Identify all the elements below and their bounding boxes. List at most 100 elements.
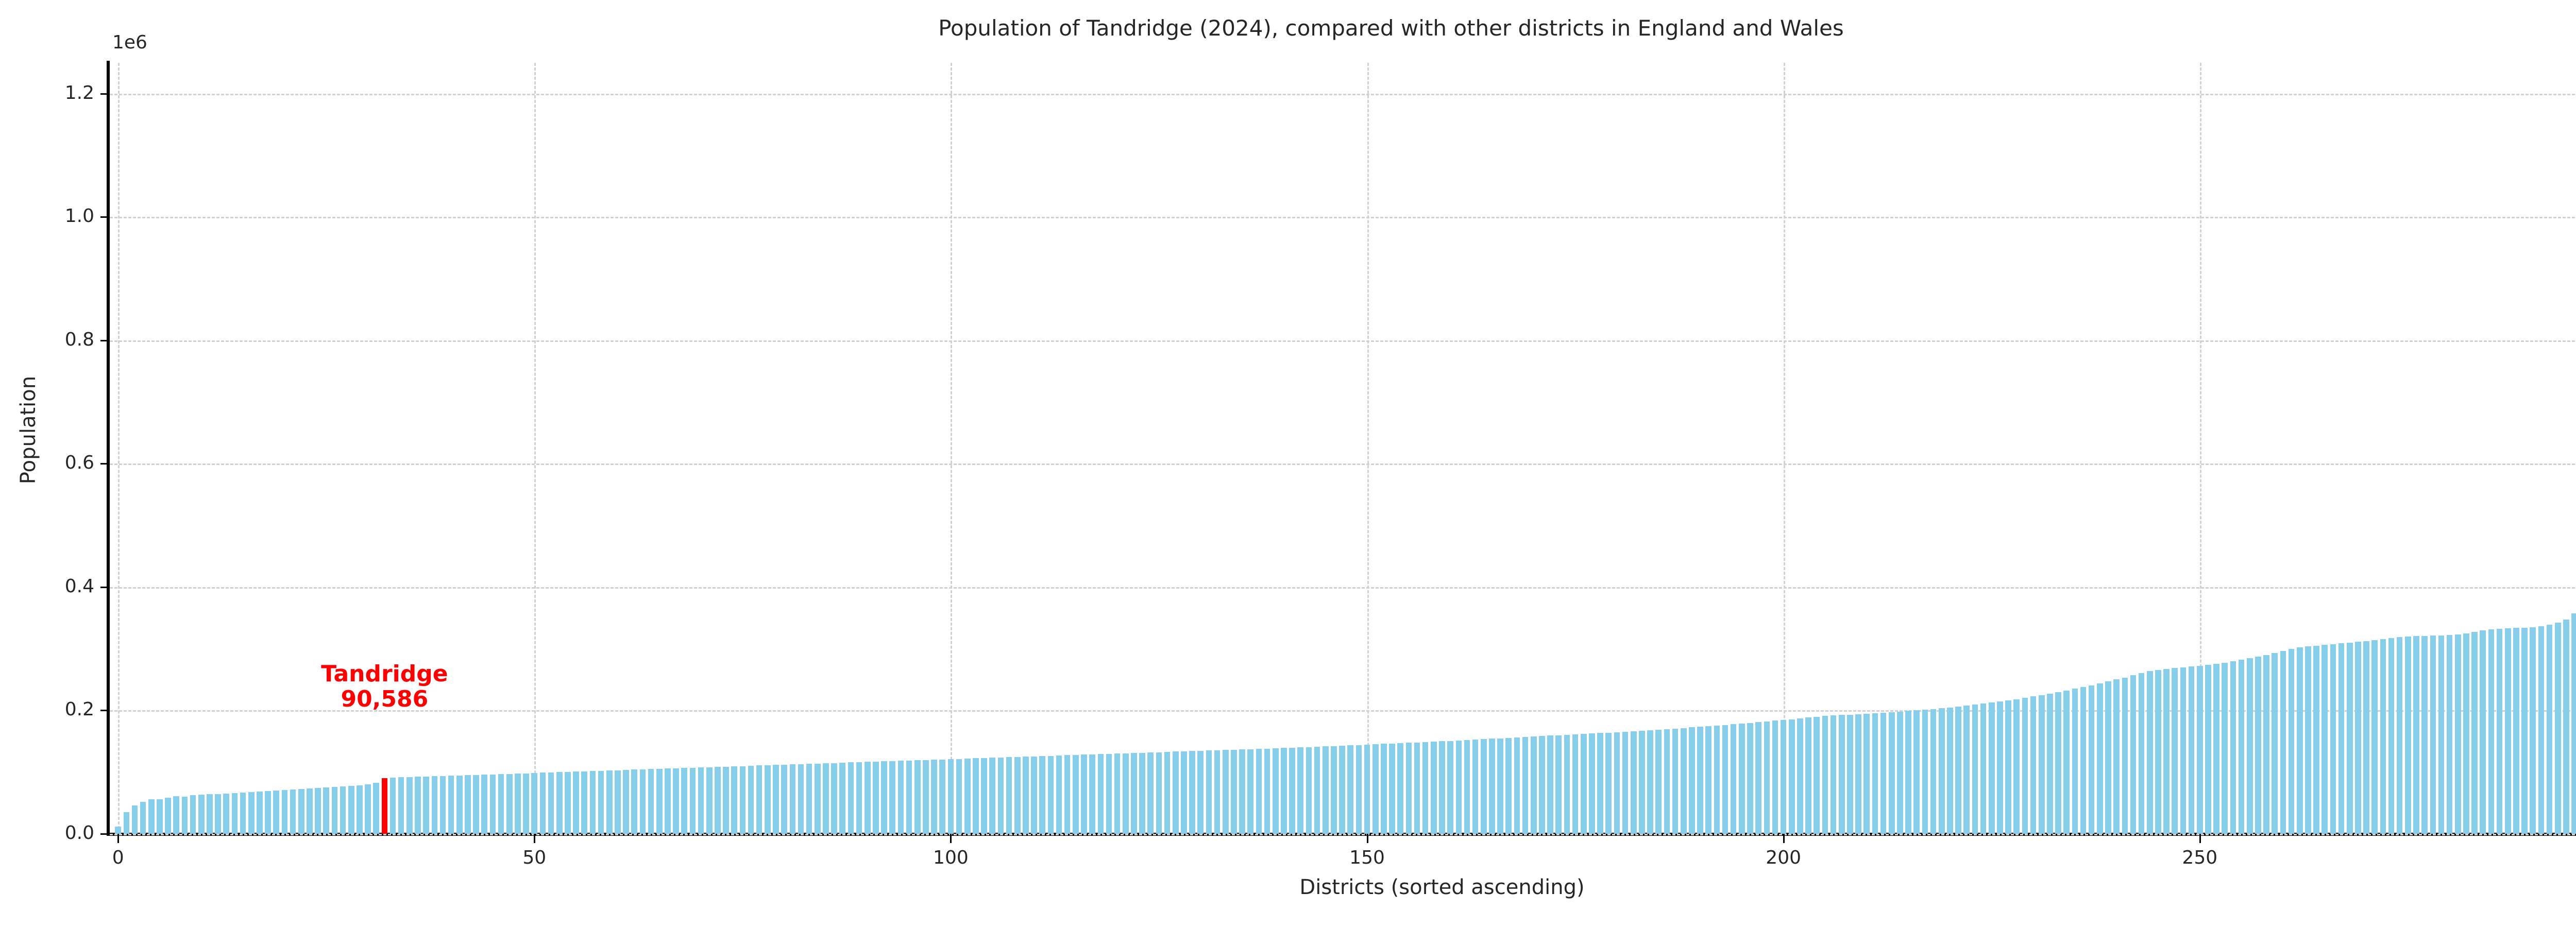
bar [1714, 725, 1720, 834]
bar [1014, 757, 1021, 834]
bar [273, 791, 280, 834]
bar [1730, 724, 1737, 834]
bar [2255, 657, 2261, 834]
bar [215, 794, 221, 834]
bar [2463, 633, 2469, 834]
bar [2488, 629, 2495, 834]
gridline-horizontal [110, 93, 2576, 95]
bar [681, 768, 688, 834]
bar [931, 760, 937, 834]
bar [1389, 743, 1395, 834]
bar [2080, 687, 2087, 834]
y-axis-offset-label: 1e6 [112, 32, 147, 53]
bar [1272, 748, 1279, 834]
bar [223, 793, 230, 834]
bar [323, 787, 330, 834]
bar [556, 772, 563, 834]
bar [973, 758, 979, 834]
y-tick-label: 1.0 [64, 205, 94, 227]
bar [2072, 689, 2078, 834]
bar [1722, 725, 1728, 834]
bar [656, 768, 663, 834]
bar [839, 763, 846, 834]
bar [1905, 711, 1911, 834]
bar [1630, 731, 1637, 834]
bar [1056, 756, 1062, 834]
bar [1797, 718, 1803, 834]
bar [923, 760, 929, 834]
bar [148, 799, 155, 834]
bar [598, 770, 604, 834]
bar [2063, 690, 2070, 834]
bar [1772, 720, 1778, 834]
bar [1555, 735, 1562, 834]
bar [706, 767, 713, 834]
bar [2280, 650, 2286, 834]
bar [181, 797, 188, 834]
bar [1439, 741, 1445, 834]
bar [2246, 658, 2253, 834]
bar [2263, 655, 2269, 834]
bar [2172, 667, 2178, 834]
gridline-vertical [2199, 63, 2201, 834]
horizontal-gridlines [110, 63, 2576, 835]
gridline-vertical [951, 63, 953, 834]
bar [1297, 747, 1304, 834]
bar [2380, 639, 2386, 834]
bar [964, 758, 971, 834]
bar [1256, 749, 1262, 834]
bar [340, 786, 346, 834]
bar [2438, 635, 2445, 834]
y-tick-mark [100, 216, 110, 218]
bar [623, 770, 629, 834]
y-tick-mark [100, 833, 110, 835]
tandridge-annotation: Tandridge 90,586 [230, 661, 539, 712]
bar [1697, 727, 1703, 834]
bar [1331, 746, 1337, 834]
bar [2213, 663, 2219, 834]
chart-title: Population of Tandridge (2024), compared… [938, 15, 1844, 41]
bar [157, 799, 163, 834]
bar [1123, 753, 1129, 834]
gridline-horizontal [110, 464, 2576, 466]
bar [140, 801, 146, 834]
bar [789, 764, 796, 834]
bar [1689, 727, 1695, 834]
bar [889, 761, 896, 834]
bar [1339, 745, 1345, 834]
bar [1472, 740, 1479, 834]
gridline-horizontal [110, 340, 2576, 342]
bar [1422, 742, 1429, 834]
bar [473, 775, 479, 834]
bar [1597, 733, 1603, 834]
bar [631, 769, 638, 834]
plot-area [110, 63, 2576, 835]
bar [2413, 636, 2419, 834]
bar [1938, 708, 1945, 834]
bar [1355, 745, 1362, 834]
bar [190, 795, 196, 834]
bar [1972, 705, 1978, 834]
bar [2296, 647, 2303, 834]
tandridge-annotation-name: Tandridge [321, 660, 448, 687]
bar [2138, 673, 2145, 834]
x-tick-mark [2199, 834, 2201, 843]
bar [2538, 626, 2545, 834]
bar [406, 777, 413, 834]
bar [565, 771, 571, 834]
bar [665, 768, 671, 834]
bar [2446, 635, 2453, 834]
bar [956, 759, 962, 834]
bar [2005, 700, 2011, 834]
gridline-horizontal [110, 217, 2576, 219]
bar [1247, 749, 1254, 834]
bar [1855, 714, 1861, 834]
x-tick-mark [1783, 834, 1785, 843]
bar [1955, 706, 1961, 834]
bar [1431, 742, 1437, 834]
bar [123, 812, 130, 834]
bar [1913, 710, 1920, 834]
y-tick-label: 0.4 [64, 575, 94, 597]
bar [2180, 667, 2187, 834]
